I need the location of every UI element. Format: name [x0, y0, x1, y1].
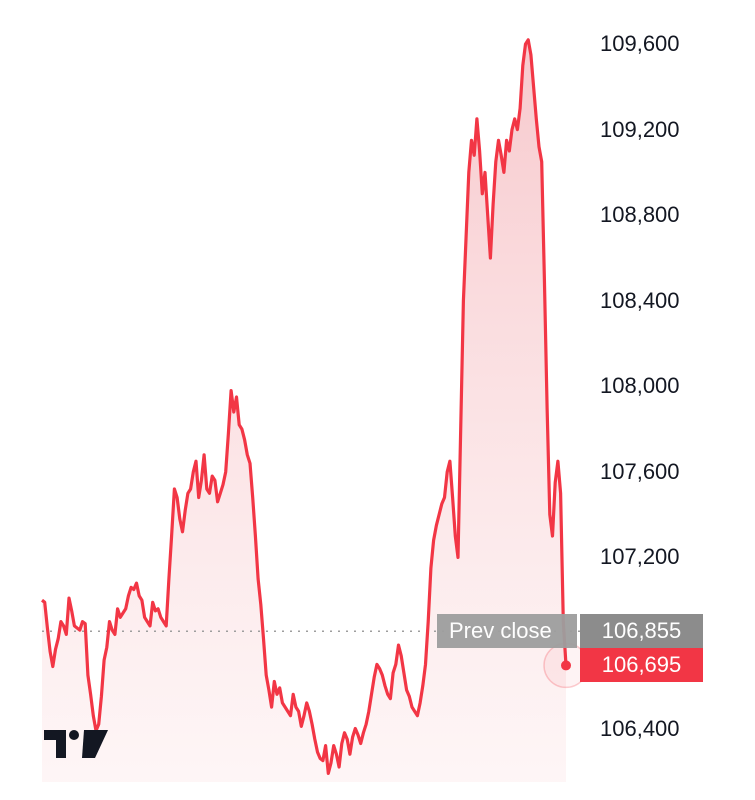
last-price-dot	[561, 660, 571, 671]
tradingview-logo-icon	[44, 730, 108, 758]
prev-close-label: Prev close	[437, 614, 577, 649]
last-price-badge: 106,695	[580, 648, 703, 683]
y-tick-label: 108,800	[600, 202, 680, 228]
y-tick-label: 107,200	[600, 544, 680, 570]
y-tick-label: 107,600	[600, 458, 680, 484]
y-tick-label: 108,000	[600, 373, 680, 399]
price-area-fill	[42, 39, 566, 783]
y-tick-label: 109,200	[600, 116, 680, 142]
price-line	[41, 38, 568, 775]
prev-close-value-badge: 106,855	[580, 614, 703, 649]
tradingview-logo	[44, 728, 108, 765]
y-tick-label: 106,400	[600, 715, 680, 741]
y-tick-label: 109,600	[600, 31, 680, 57]
y-tick-label: 108,400	[600, 287, 680, 313]
